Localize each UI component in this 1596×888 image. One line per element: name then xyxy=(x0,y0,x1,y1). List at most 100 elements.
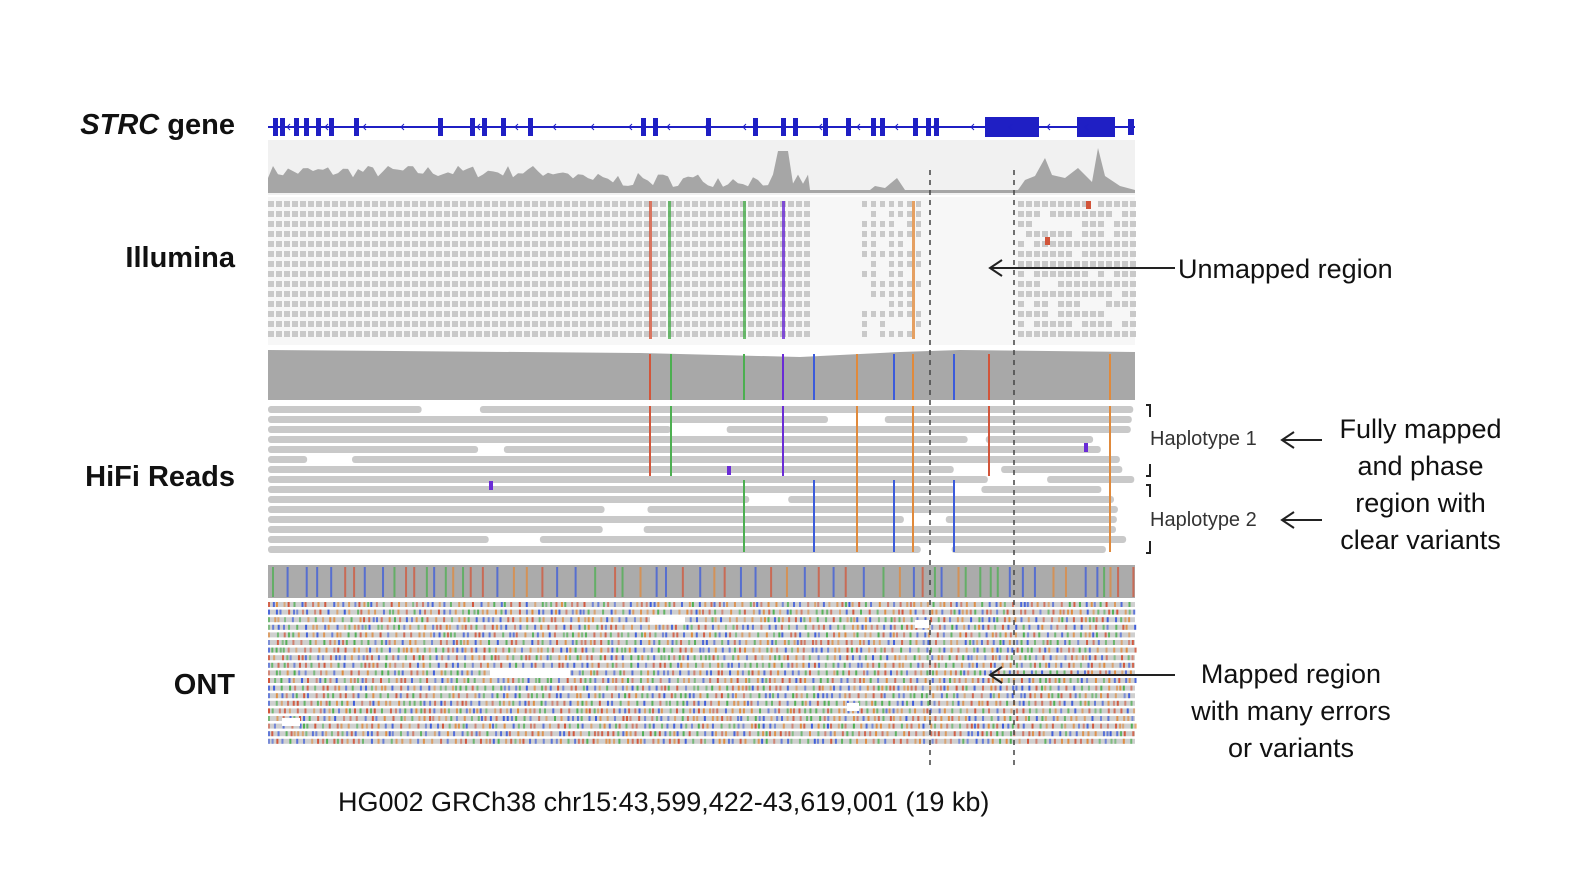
mismatch xyxy=(512,723,515,729)
mismatch xyxy=(892,632,895,638)
short-read xyxy=(644,301,650,307)
gene-exon xyxy=(1077,117,1115,137)
mismatch xyxy=(664,731,667,737)
short-read xyxy=(332,311,338,317)
short-read xyxy=(572,291,578,297)
mismatch xyxy=(377,723,380,729)
mismatch xyxy=(541,602,544,607)
mismatch xyxy=(611,662,614,668)
short-read xyxy=(636,261,642,267)
mismatch xyxy=(534,738,537,744)
mismatch xyxy=(687,670,690,676)
short-read xyxy=(756,321,762,327)
mismatch xyxy=(643,708,646,714)
mismatch xyxy=(676,700,679,706)
mismatch xyxy=(438,602,441,607)
mismatch xyxy=(822,708,825,714)
mismatch xyxy=(920,700,923,706)
mismatch xyxy=(768,662,771,668)
short-read xyxy=(898,271,903,277)
mismatch xyxy=(1008,640,1011,645)
mismatch xyxy=(488,632,491,638)
mismatch xyxy=(1016,708,1019,714)
mismatch xyxy=(579,678,582,683)
short-read xyxy=(476,241,482,247)
mismatch xyxy=(803,723,806,729)
short-read xyxy=(1058,261,1064,267)
mismatch xyxy=(876,624,879,630)
mismatch xyxy=(721,670,724,676)
mismatch xyxy=(560,716,563,721)
short-read xyxy=(644,261,650,267)
mismatch xyxy=(505,731,508,737)
annotation-line: region with xyxy=(1355,488,1486,518)
short-read xyxy=(788,291,794,297)
short-read xyxy=(580,231,586,237)
mismatch xyxy=(1033,662,1036,668)
hifi-reads-track xyxy=(268,404,1151,554)
mismatch xyxy=(1068,662,1071,668)
mismatch xyxy=(726,602,729,607)
mismatch xyxy=(375,716,378,721)
short-read xyxy=(396,261,402,267)
mismatch xyxy=(1080,678,1083,683)
mismatch xyxy=(964,716,967,721)
short-read xyxy=(540,301,546,307)
mismatch xyxy=(503,685,506,691)
mismatch xyxy=(689,708,692,714)
mismatch xyxy=(720,617,723,623)
mismatch xyxy=(371,632,374,638)
short-read xyxy=(898,311,903,317)
mismatch xyxy=(811,647,814,653)
mismatch xyxy=(786,708,789,714)
strand-arrow xyxy=(818,123,823,131)
mismatch xyxy=(1020,693,1023,699)
mismatch xyxy=(680,662,683,668)
mismatch xyxy=(518,700,521,706)
short-read xyxy=(871,311,876,317)
short-read xyxy=(372,301,378,307)
short-read xyxy=(916,201,921,207)
mismatch xyxy=(1068,640,1071,645)
mismatch xyxy=(579,693,582,699)
mismatch xyxy=(927,700,930,706)
mismatch xyxy=(334,716,337,721)
mismatch xyxy=(978,632,981,638)
mismatch xyxy=(961,609,964,615)
mismatch xyxy=(403,632,406,638)
short-read xyxy=(324,331,330,337)
short-read xyxy=(1026,221,1032,227)
short-read xyxy=(340,211,346,217)
short-read xyxy=(764,251,770,257)
mismatch xyxy=(276,716,279,721)
mismatch xyxy=(544,700,547,706)
mismatch xyxy=(348,624,351,630)
mismatch xyxy=(958,678,961,683)
mismatch xyxy=(816,617,819,623)
mismatch xyxy=(330,662,333,668)
short-read xyxy=(324,201,330,207)
mismatch xyxy=(432,670,435,676)
mismatch xyxy=(305,632,308,638)
mismatch xyxy=(534,662,537,668)
short-read xyxy=(596,271,602,277)
mismatch xyxy=(721,662,724,668)
mismatch xyxy=(500,662,503,668)
short-read xyxy=(556,311,562,317)
mismatch xyxy=(570,617,573,623)
mismatch xyxy=(484,685,487,691)
mismatch xyxy=(363,617,366,623)
mismatch xyxy=(678,609,681,615)
mismatch xyxy=(376,731,379,737)
mismatch xyxy=(299,617,302,623)
mismatch xyxy=(723,738,726,744)
mismatch xyxy=(825,670,828,676)
mismatch xyxy=(1123,716,1126,721)
short-read xyxy=(788,201,794,207)
short-read xyxy=(340,271,346,277)
mismatch xyxy=(426,678,429,683)
short-read xyxy=(1058,311,1064,317)
short-read xyxy=(372,211,378,217)
mismatch xyxy=(510,602,513,607)
